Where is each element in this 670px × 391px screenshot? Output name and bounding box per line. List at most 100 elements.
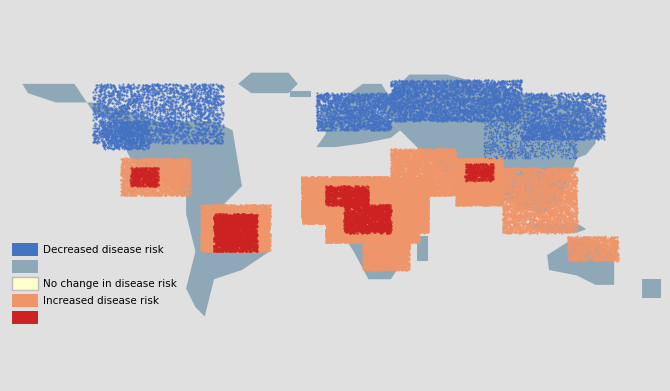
Point (143, 88, 153, 95)
Point (394, 80, 405, 86)
Point (407, 188, 418, 194)
Point (507, 202, 517, 208)
Point (225, 221, 236, 228)
Point (394, 210, 405, 216)
Point (200, 246, 211, 252)
Point (495, 174, 506, 180)
Point (427, 117, 438, 123)
Point (191, 86, 202, 92)
Point (394, 225, 405, 231)
Point (474, 172, 485, 178)
Point (362, 200, 373, 206)
Point (197, 222, 208, 229)
Point (378, 194, 389, 200)
Point (333, 224, 344, 231)
Point (248, 222, 259, 228)
Point (403, 212, 414, 219)
Point (390, 220, 401, 226)
Point (410, 218, 421, 224)
Point (240, 244, 251, 250)
Point (407, 112, 418, 118)
Point (396, 237, 407, 243)
Point (312, 182, 322, 188)
Point (348, 122, 358, 128)
Point (239, 232, 249, 239)
Point (387, 204, 397, 210)
Point (316, 96, 327, 102)
Point (129, 118, 139, 125)
Point (529, 201, 539, 207)
Point (138, 183, 149, 189)
Point (488, 182, 498, 188)
Point (142, 185, 153, 191)
Point (448, 87, 459, 93)
Point (448, 180, 458, 186)
Point (360, 202, 371, 208)
Point (397, 154, 408, 160)
Point (471, 176, 482, 183)
Point (443, 166, 454, 172)
Point (343, 223, 354, 230)
Point (383, 206, 394, 212)
Point (207, 207, 218, 213)
Point (553, 185, 564, 192)
Point (568, 124, 579, 130)
Point (418, 210, 429, 217)
Point (174, 165, 185, 171)
Point (370, 228, 381, 234)
Point (545, 98, 555, 104)
Point (338, 215, 349, 221)
Point (399, 249, 410, 255)
Point (373, 204, 384, 210)
Point (392, 239, 403, 245)
Point (368, 239, 379, 245)
Point (360, 179, 371, 186)
Point (211, 242, 222, 248)
Point (358, 207, 369, 213)
Point (564, 221, 575, 227)
Point (360, 177, 371, 183)
Point (395, 244, 405, 250)
Point (554, 99, 565, 105)
Point (384, 222, 395, 228)
Point (531, 218, 542, 224)
Point (264, 224, 275, 230)
Point (574, 243, 584, 249)
Point (362, 219, 373, 226)
Point (592, 255, 603, 262)
Point (358, 227, 369, 233)
Point (142, 91, 153, 97)
Point (309, 216, 320, 222)
Point (377, 226, 388, 232)
Point (436, 173, 446, 179)
Point (153, 165, 163, 171)
Point (153, 124, 164, 131)
Point (238, 216, 249, 222)
Point (478, 164, 488, 170)
Point (360, 199, 371, 206)
Point (377, 240, 388, 247)
Point (196, 246, 207, 252)
Point (529, 150, 540, 156)
Point (394, 183, 405, 190)
Point (383, 234, 394, 240)
Point (221, 227, 232, 233)
Point (352, 177, 363, 183)
Point (202, 107, 212, 113)
Point (489, 188, 500, 194)
Point (581, 110, 592, 116)
Point (482, 162, 492, 168)
Point (386, 185, 397, 192)
Point (431, 169, 442, 176)
Point (316, 214, 327, 220)
Point (236, 239, 247, 245)
Point (486, 187, 497, 193)
Point (477, 186, 488, 192)
Point (486, 196, 497, 203)
Point (549, 228, 559, 234)
Point (392, 211, 403, 217)
Point (228, 217, 239, 223)
Point (419, 95, 429, 101)
Point (395, 216, 406, 222)
Point (433, 171, 444, 178)
